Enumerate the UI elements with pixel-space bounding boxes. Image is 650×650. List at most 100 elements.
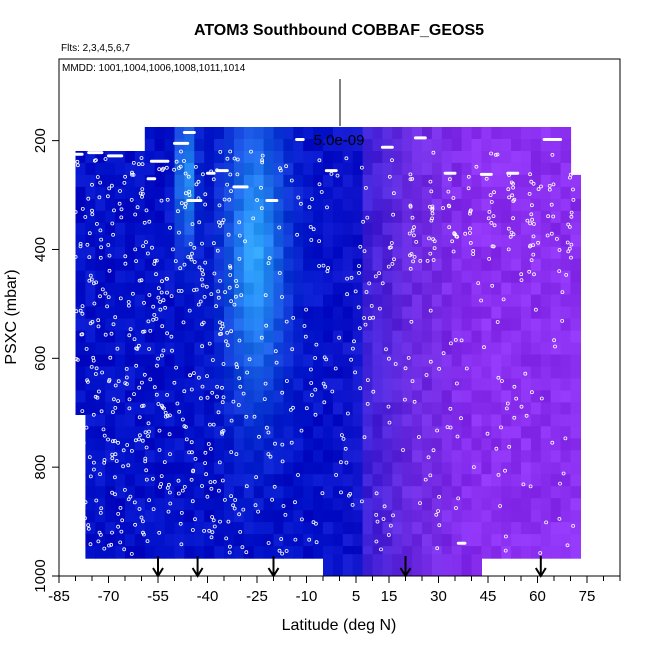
heatmap-cell: [224, 246, 235, 260]
heatmap-cell: [134, 438, 146, 451]
heatmap-cell: [204, 318, 215, 332]
heatmap-cell: [402, 282, 413, 296]
heatmap-cell: [352, 522, 364, 535]
obs-point: [278, 168, 283, 173]
heatmap-cell: [491, 210, 502, 224]
heatmap-cell: [184, 510, 195, 523]
heatmap-cell: [95, 198, 106, 212]
heatmap-cell: [481, 354, 492, 368]
heatmap-cell: [550, 462, 562, 475]
obs-point: [428, 179, 433, 184]
heatmap-cell: [313, 462, 324, 475]
heatmap-cell: [105, 318, 116, 332]
obs-point: [134, 259, 139, 264]
heatmap-cell: [194, 426, 205, 439]
obs-point: [571, 197, 576, 202]
obs-point: [504, 406, 509, 411]
obs-point: [129, 552, 134, 556]
heatmap-cell: [75, 330, 86, 344]
obs-point: [217, 332, 222, 337]
heatmap-cell: [352, 210, 364, 224]
obs-point: [99, 409, 104, 414]
heatmap-cell: [233, 174, 245, 188]
heatmap-cell: [511, 318, 522, 332]
heatmap-cell: [412, 534, 423, 547]
heatmap-cell: [412, 294, 423, 308]
heatmap-cell: [560, 486, 572, 499]
heatmap-cell: [530, 450, 542, 463]
heatmap-cell: [125, 462, 136, 475]
heatmap-cell: [204, 127, 215, 140]
heatmap-cell: [491, 510, 502, 523]
obs-point: [551, 182, 556, 187]
obs-point: [365, 401, 370, 406]
obs-point: [348, 491, 353, 496]
heatmap-cell: [471, 450, 482, 463]
heatmap-cell: [471, 210, 482, 224]
heatmap-cell: [105, 462, 116, 475]
heatmap-cell: [253, 450, 265, 463]
heatmap-cell: [342, 474, 354, 487]
heatmap-cell: [243, 294, 255, 308]
obs-point: [427, 236, 431, 241]
heatmap-cell: [422, 258, 433, 272]
heatmap-cell: [134, 390, 146, 403]
obs-point: [560, 290, 565, 295]
obs-point: [223, 290, 228, 295]
heatmap-cell: [164, 282, 176, 296]
heatmap-cell: [521, 474, 532, 487]
obs-point: [168, 452, 172, 457]
obs-point: [565, 543, 570, 548]
obs-point: [165, 485, 170, 490]
obs-point: [216, 220, 221, 225]
heatmap-cell: [323, 366, 334, 380]
flight-arrow: [191, 556, 204, 578]
heatmap-cell: [293, 294, 304, 308]
heatmap-cell: [85, 438, 96, 451]
heatmap-cell: [422, 378, 433, 392]
obs-point: [110, 221, 115, 226]
heatmap-cell: [293, 450, 304, 463]
obs-point: [263, 381, 268, 386]
heatmap-cell: [501, 474, 512, 487]
heatmap-cell: [402, 378, 413, 392]
heatmap-cell: [352, 282, 364, 296]
heatmap-cell: [95, 318, 106, 332]
heatmap-cell: [422, 498, 433, 511]
obs-point: [222, 497, 227, 502]
obs-point: [189, 387, 194, 392]
heatmap-cell: [352, 554, 364, 576]
heatmap-cell: [95, 330, 106, 344]
heatmap-cell: [392, 318, 403, 332]
heatmap-cell: [323, 306, 334, 320]
heatmap-cell: [164, 366, 176, 380]
heatmap-cell: [253, 402, 265, 415]
heatmap-cell: [283, 342, 294, 356]
heatmap-cell: [293, 402, 304, 415]
heatmap-cell: [491, 462, 502, 475]
heatmap-cell: [372, 426, 383, 439]
heatmap-cell: [115, 546, 126, 559]
obs-point: [144, 468, 149, 473]
heatmap-cell: [164, 342, 176, 356]
heatmap-cell: [233, 234, 245, 248]
heatmap-cell: [560, 330, 572, 344]
obs-point: [393, 362, 398, 366]
heatmap-cell: [471, 414, 482, 427]
heatmap-cell: [501, 294, 512, 308]
heatmap-cell: [342, 162, 354, 176]
heatmap-cell: [174, 282, 185, 296]
heatmap-cell: [105, 402, 116, 415]
heatmap-cell: [412, 306, 423, 320]
heatmap-cell: [105, 378, 116, 392]
heatmap-cell: [263, 486, 275, 499]
obs-point: [371, 389, 376, 394]
obs-point: [106, 194, 110, 199]
obs-point: [110, 456, 115, 461]
heatmap-cell: [570, 294, 581, 308]
heatmap-cell: [332, 498, 344, 511]
heatmap-cell: [313, 522, 324, 535]
heatmap-cell: [560, 474, 572, 487]
heatmap-cell: [204, 390, 215, 403]
obs-point: [467, 231, 472, 235]
